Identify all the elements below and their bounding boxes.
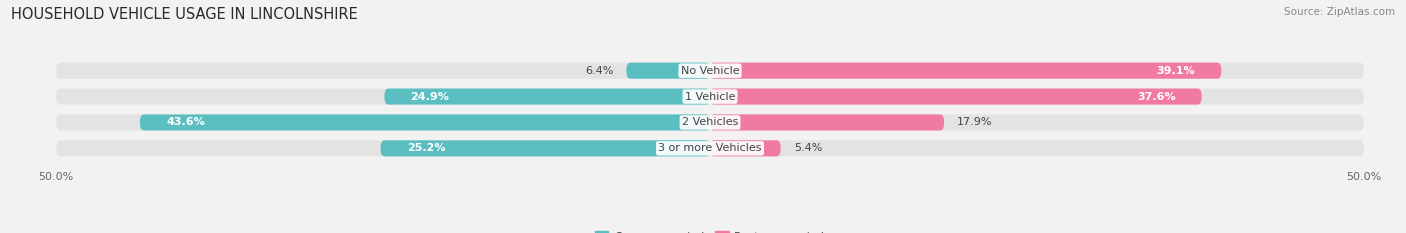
Legend: Owner-occupied, Renter-occupied: Owner-occupied, Renter-occupied [591,227,830,233]
FancyBboxPatch shape [710,89,1202,105]
FancyBboxPatch shape [56,63,1364,79]
FancyBboxPatch shape [56,114,1364,130]
FancyBboxPatch shape [56,89,1364,105]
FancyBboxPatch shape [56,140,1364,156]
Text: 43.6%: 43.6% [166,117,205,127]
Text: Source: ZipAtlas.com: Source: ZipAtlas.com [1284,7,1395,17]
FancyBboxPatch shape [710,63,1222,79]
FancyBboxPatch shape [141,114,710,130]
FancyBboxPatch shape [710,140,780,156]
Text: 39.1%: 39.1% [1157,66,1195,76]
FancyBboxPatch shape [710,114,943,130]
Text: HOUSEHOLD VEHICLE USAGE IN LINCOLNSHIRE: HOUSEHOLD VEHICLE USAGE IN LINCOLNSHIRE [11,7,359,22]
Text: 5.4%: 5.4% [794,143,823,153]
Text: 2 Vehicles: 2 Vehicles [682,117,738,127]
Text: No Vehicle: No Vehicle [681,66,740,76]
Text: 1 Vehicle: 1 Vehicle [685,92,735,102]
Text: 37.6%: 37.6% [1137,92,1175,102]
Text: 24.9%: 24.9% [411,92,450,102]
FancyBboxPatch shape [626,63,710,79]
FancyBboxPatch shape [384,89,710,105]
Text: 3 or more Vehicles: 3 or more Vehicles [658,143,762,153]
Text: 17.9%: 17.9% [957,117,993,127]
Text: 25.2%: 25.2% [406,143,446,153]
Text: 6.4%: 6.4% [585,66,613,76]
FancyBboxPatch shape [381,140,710,156]
